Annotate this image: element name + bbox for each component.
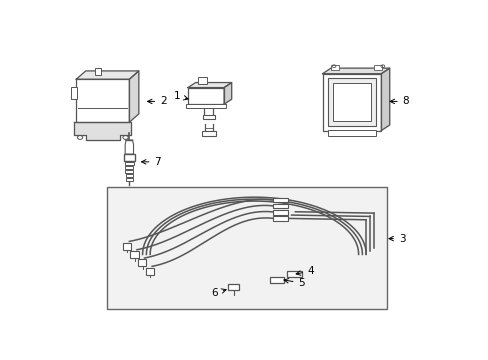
Bar <box>125 162 133 165</box>
Text: 8: 8 <box>389 96 408 107</box>
Bar <box>138 260 146 266</box>
Polygon shape <box>74 122 131 140</box>
Bar <box>332 83 370 121</box>
Bar <box>125 174 133 177</box>
Bar <box>322 74 381 131</box>
Bar <box>70 87 77 99</box>
Text: 7: 7 <box>141 157 161 167</box>
Bar <box>269 278 284 283</box>
Bar <box>327 130 375 135</box>
Bar <box>203 115 215 120</box>
Text: 4: 4 <box>296 266 314 276</box>
Bar <box>227 284 239 291</box>
Bar <box>273 198 287 202</box>
Bar <box>95 68 101 75</box>
Bar <box>125 179 133 181</box>
Bar <box>186 104 225 108</box>
Text: 2: 2 <box>147 96 166 107</box>
Polygon shape <box>129 71 139 122</box>
Bar <box>123 154 135 161</box>
Bar <box>273 210 287 215</box>
Bar <box>273 216 287 221</box>
Bar <box>202 131 215 136</box>
Polygon shape <box>125 140 133 154</box>
Bar <box>76 79 129 122</box>
Polygon shape <box>381 68 389 131</box>
Bar <box>125 166 133 169</box>
Bar <box>373 65 382 69</box>
Bar <box>188 87 224 104</box>
Bar <box>145 268 154 275</box>
Bar <box>130 251 139 258</box>
Bar <box>125 170 133 173</box>
Bar <box>273 204 287 208</box>
Text: 3: 3 <box>388 234 405 244</box>
Bar <box>122 243 131 250</box>
Polygon shape <box>76 71 139 79</box>
Bar <box>327 78 375 126</box>
Polygon shape <box>188 82 231 87</box>
Text: 1: 1 <box>173 91 188 101</box>
Polygon shape <box>224 82 231 104</box>
Text: 6: 6 <box>211 288 225 298</box>
Bar <box>106 187 386 309</box>
Text: 5: 5 <box>284 278 305 288</box>
Polygon shape <box>322 68 389 74</box>
Bar <box>330 65 338 69</box>
Bar <box>286 271 301 278</box>
Bar <box>197 77 206 84</box>
